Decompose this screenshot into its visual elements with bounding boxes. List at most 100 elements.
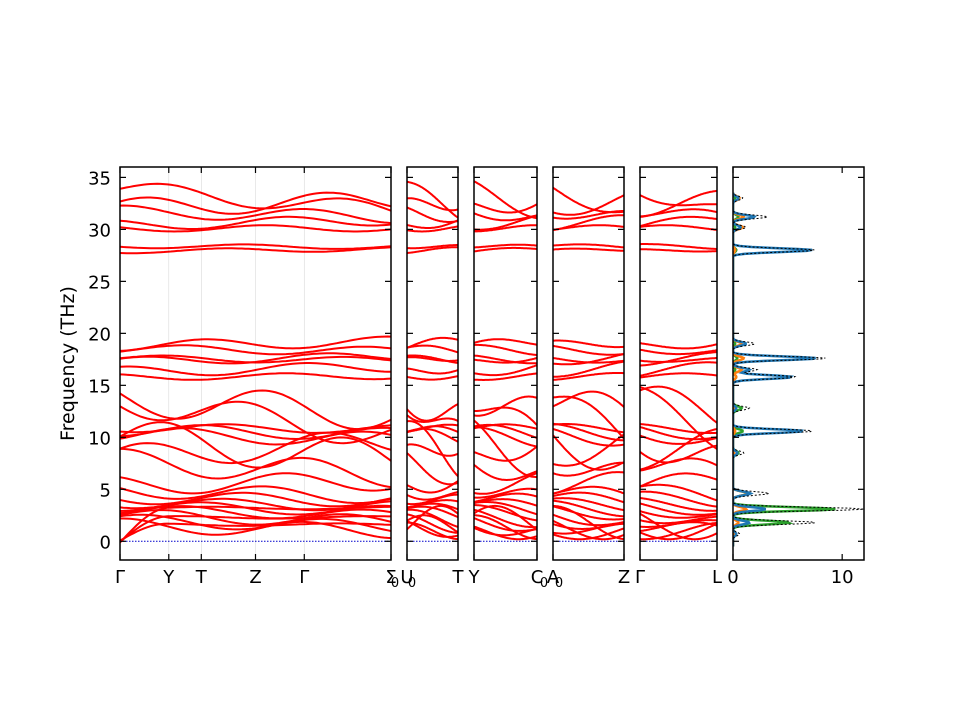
band-line (407, 246, 458, 255)
x-tick-label: L (712, 567, 722, 588)
band-line (407, 414, 458, 423)
y-tick-label: 15 (88, 376, 111, 397)
band-line (640, 351, 717, 367)
band-line (474, 395, 537, 417)
band-line (553, 427, 624, 447)
band-line (474, 338, 537, 346)
band-line (553, 372, 624, 381)
band-line (553, 461, 624, 477)
x-tick-label: Σ (385, 567, 396, 588)
band-line (640, 457, 717, 472)
band-line (553, 423, 624, 434)
band-line (640, 372, 717, 379)
band-line (553, 527, 624, 541)
subscript-label: 0 (555, 576, 563, 591)
band-line (640, 426, 717, 441)
band-line (553, 224, 624, 231)
x-tick-label: U (400, 567, 413, 588)
band-line (407, 427, 458, 443)
band-line (553, 505, 624, 521)
band-line (120, 505, 391, 520)
band-line (120, 491, 391, 508)
band-line (474, 501, 537, 516)
band-line (407, 336, 458, 349)
band-line (120, 522, 391, 542)
band-line (474, 224, 537, 233)
band-line (640, 490, 717, 508)
band-line (553, 491, 624, 504)
dos-frame (732, 166, 865, 561)
band-line (407, 344, 458, 354)
band-line (640, 224, 717, 231)
band-line (640, 428, 717, 471)
band-line (553, 504, 624, 541)
x-tick-label: Γ (299, 567, 309, 588)
band-line (120, 243, 391, 250)
band-line (407, 219, 458, 229)
band-line (120, 182, 391, 212)
band-line (120, 515, 391, 543)
band-line (474, 180, 537, 220)
band-line (640, 502, 717, 516)
x-tick-label: Γ (115, 567, 125, 588)
band-line (640, 512, 717, 541)
band-line (553, 390, 624, 408)
x-tick-label: T (195, 567, 208, 588)
band-line (407, 521, 458, 541)
band-line (553, 433, 624, 467)
band-line (120, 447, 391, 489)
band-line (553, 344, 624, 356)
band-line (640, 342, 717, 350)
band-line (407, 480, 458, 494)
band-line (120, 389, 391, 431)
band-line (474, 406, 537, 426)
panel-frame (406, 166, 459, 561)
band-line (120, 246, 391, 255)
band-line (474, 464, 537, 481)
band-line (407, 375, 458, 381)
band-line (640, 521, 717, 533)
band-line (553, 422, 624, 442)
band-line (640, 385, 717, 424)
band-line (407, 244, 458, 250)
y-tick-label: 5 (100, 480, 111, 501)
x-tick-label: A (547, 567, 560, 588)
band-line (120, 352, 391, 365)
band-line (474, 423, 537, 430)
band-line (553, 243, 624, 249)
band-line (474, 243, 537, 249)
y-tick-label: 35 (88, 168, 111, 189)
band-line (474, 487, 537, 499)
band-line (553, 499, 624, 518)
band-line (474, 372, 537, 381)
x-tick-label: Y (162, 567, 175, 588)
band-line (407, 356, 458, 362)
band-line (553, 434, 624, 471)
band-line (474, 498, 537, 507)
band-line (553, 522, 624, 535)
band-line (553, 339, 624, 349)
band-line (120, 362, 391, 377)
band-line (640, 522, 717, 541)
band-line (474, 426, 537, 448)
band-line (474, 419, 537, 478)
band-line (553, 360, 624, 378)
band-line (474, 423, 537, 439)
band-line (553, 247, 624, 252)
band-line (120, 400, 391, 445)
band-line (407, 367, 458, 375)
band-line (407, 206, 458, 223)
band-line (474, 504, 537, 531)
band-line (474, 246, 537, 253)
y-tick-label: 10 (88, 428, 111, 449)
band-line (474, 492, 537, 503)
x-tick-label: Γ (635, 567, 645, 588)
band-line (120, 344, 391, 356)
dos-x-tick-label: 0 (727, 567, 738, 588)
band-line (120, 485, 391, 505)
